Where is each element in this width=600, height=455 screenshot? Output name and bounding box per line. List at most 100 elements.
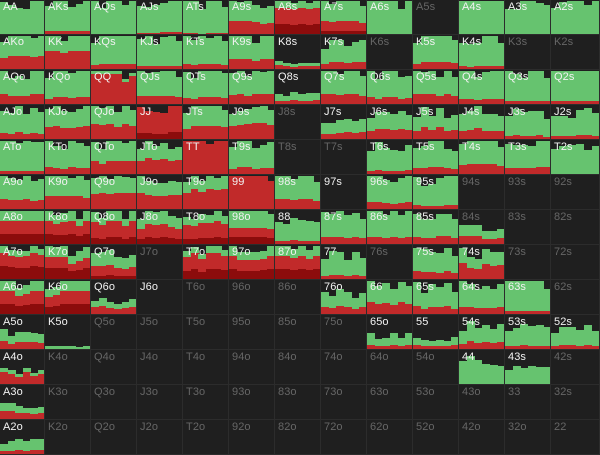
hand-cell-T7s[interactable]: T7s (321, 140, 367, 175)
hand-cell-A6s[interactable]: A6s (367, 0, 413, 35)
hand-cell-T6o[interactable]: T6o (183, 280, 229, 315)
hand-cell-K8o[interactable]: K8o (45, 210, 91, 245)
hand-cell-42o[interactable]: 42o (459, 420, 505, 455)
hand-cell-95o[interactable]: 95o (229, 315, 275, 350)
hand-cell-AJo[interactable]: AJo (0, 105, 45, 140)
hand-cell-Q3o[interactable]: Q3o (91, 385, 137, 420)
hand-cell-Q3s[interactable]: Q3s (505, 70, 551, 105)
hand-cell-J3o[interactable]: J3o (137, 385, 183, 420)
hand-cell-84s[interactable]: 84s (459, 210, 505, 245)
hand-cell-A9o[interactable]: A9o (0, 175, 45, 210)
hand-cell-65o[interactable]: 65o (367, 315, 413, 350)
hand-cell-66[interactable]: 66 (367, 280, 413, 315)
hand-cell-83s[interactable]: 83s (505, 210, 551, 245)
hand-cell-53o[interactable]: 53o (413, 385, 459, 420)
hand-cell-QTs[interactable]: QTs (183, 70, 229, 105)
hand-cell-A3o[interactable]: A3o (0, 385, 45, 420)
hand-cell-A6o[interactable]: A6o (0, 280, 45, 315)
hand-cell-TT[interactable]: TT (183, 140, 229, 175)
hand-cell-J6s[interactable]: J6s (367, 105, 413, 140)
hand-cell-KQs[interactable]: KQs (91, 35, 137, 70)
hand-cell-QJs[interactable]: QJs (137, 70, 183, 105)
hand-cell-73s[interactable]: 73s (505, 245, 551, 280)
hand-cell-T7o[interactable]: T7o (183, 245, 229, 280)
hand-cell-87o[interactable]: 87o (275, 245, 321, 280)
hand-cell-Q9s[interactable]: Q9s (229, 70, 275, 105)
hand-cell-K9o[interactable]: K9o (45, 175, 91, 210)
hand-cell-T3o[interactable]: T3o (183, 385, 229, 420)
hand-cell-A3s[interactable]: A3s (505, 0, 551, 35)
hand-cell-A8o[interactable]: A8o (0, 210, 45, 245)
hand-cell-J5s[interactable]: J5s (413, 105, 459, 140)
hand-cell-52s[interactable]: 52s (551, 315, 600, 350)
hand-cell-98s[interactable]: 98s (275, 175, 321, 210)
hand-cell-T4s[interactable]: T4s (459, 140, 505, 175)
hand-cell-74s[interactable]: 74s (459, 245, 505, 280)
hand-cell-Q7o[interactable]: Q7o (91, 245, 137, 280)
hand-cell-44[interactable]: 44 (459, 350, 505, 385)
hand-cell-K7s[interactable]: K7s (321, 35, 367, 70)
hand-cell-K2o[interactable]: K2o (45, 420, 91, 455)
hand-cell-87s[interactable]: 87s (321, 210, 367, 245)
hand-cell-76o[interactable]: 76o (321, 280, 367, 315)
hand-cell-T3s[interactable]: T3s (505, 140, 551, 175)
hand-cell-A5s[interactable]: A5s (413, 0, 459, 35)
hand-cell-77[interactable]: 77 (321, 245, 367, 280)
hand-cell-A4o[interactable]: A4o (0, 350, 45, 385)
hand-cell-ATo[interactable]: ATo (0, 140, 45, 175)
hand-cell-54o[interactable]: 54o (413, 350, 459, 385)
hand-cell-T2o[interactable]: T2o (183, 420, 229, 455)
hand-cell-J9o[interactable]: J9o (137, 175, 183, 210)
hand-cell-85o[interactable]: 85o (275, 315, 321, 350)
hand-cell-64o[interactable]: 64o (367, 350, 413, 385)
hand-cell-Q2s[interactable]: Q2s (551, 70, 600, 105)
hand-cell-J8o[interactable]: J8o (137, 210, 183, 245)
hand-cell-JTs[interactable]: JTs (183, 105, 229, 140)
hand-cell-82o[interactable]: 82o (275, 420, 321, 455)
hand-cell-75o[interactable]: 75o (321, 315, 367, 350)
hand-cell-Q5s[interactable]: Q5s (413, 70, 459, 105)
hand-cell-43s[interactable]: 43s (505, 350, 551, 385)
hand-cell-JJ[interactable]: JJ (137, 105, 183, 140)
hand-cell-AA[interactable]: AA (0, 0, 45, 35)
hand-cell-64s[interactable]: 64s (459, 280, 505, 315)
hand-cell-98o[interactable]: 98o (229, 210, 275, 245)
hand-cell-K7o[interactable]: K7o (45, 245, 91, 280)
hand-cell-T8o[interactable]: T8o (183, 210, 229, 245)
hand-cell-A4s[interactable]: A4s (459, 0, 505, 35)
hand-cell-85s[interactable]: 85s (413, 210, 459, 245)
hand-cell-K4o[interactable]: K4o (45, 350, 91, 385)
hand-cell-T6s[interactable]: T6s (367, 140, 413, 175)
hand-cell-T8s[interactable]: T8s (275, 140, 321, 175)
hand-cell-22[interactable]: 22 (551, 420, 600, 455)
hand-cell-J3s[interactable]: J3s (505, 105, 551, 140)
hand-cell-K6o[interactable]: K6o (45, 280, 91, 315)
hand-cell-32s[interactable]: 32s (551, 385, 600, 420)
hand-cell-J7o[interactable]: J7o (137, 245, 183, 280)
hand-cell-J4o[interactable]: J4o (137, 350, 183, 385)
hand-cell-J5o[interactable]: J5o (137, 315, 183, 350)
hand-cell-32o[interactable]: 32o (505, 420, 551, 455)
hand-cell-T2s[interactable]: T2s (551, 140, 600, 175)
hand-cell-KTo[interactable]: KTo (45, 140, 91, 175)
hand-cell-T4o[interactable]: T4o (183, 350, 229, 385)
hand-cell-95s[interactable]: 95s (413, 175, 459, 210)
hand-cell-43o[interactable]: 43o (459, 385, 505, 420)
hand-cell-J7s[interactable]: J7s (321, 105, 367, 140)
hand-cell-96o[interactable]: 96o (229, 280, 275, 315)
hand-cell-53s[interactable]: 53s (505, 315, 551, 350)
hand-cell-QQ[interactable]: QQ (91, 70, 137, 105)
hand-cell-Q8o[interactable]: Q8o (91, 210, 137, 245)
hand-cell-JTo[interactable]: JTo (137, 140, 183, 175)
hand-cell-Q2o[interactable]: Q2o (91, 420, 137, 455)
hand-cell-Q5o[interactable]: Q5o (91, 315, 137, 350)
hand-cell-J8s[interactable]: J8s (275, 105, 321, 140)
hand-cell-99[interactable]: 99 (229, 175, 275, 210)
hand-cell-J6o[interactable]: J6o (137, 280, 183, 315)
hand-cell-K2s[interactable]: K2s (551, 35, 600, 70)
hand-cell-75s[interactable]: 75s (413, 245, 459, 280)
hand-cell-A2o[interactable]: A2o (0, 420, 45, 455)
hand-cell-93o[interactable]: 93o (229, 385, 275, 420)
hand-cell-KTs[interactable]: KTs (183, 35, 229, 70)
hand-cell-55[interactable]: 55 (413, 315, 459, 350)
